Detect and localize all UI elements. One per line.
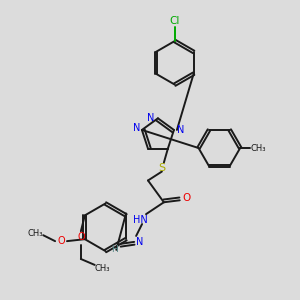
Text: N: N (133, 123, 141, 133)
Text: O: O (57, 236, 65, 246)
Text: H: H (111, 245, 118, 254)
Text: Cl: Cl (169, 16, 180, 26)
Text: O: O (77, 232, 85, 242)
Text: S: S (158, 163, 165, 172)
Text: CH₃: CH₃ (95, 264, 110, 273)
Text: CH₃: CH₃ (28, 229, 43, 238)
Text: HN: HN (133, 215, 148, 225)
Text: N: N (136, 237, 144, 247)
Text: CH₃: CH₃ (250, 143, 266, 152)
Text: N: N (177, 125, 184, 135)
Text: O: O (182, 193, 191, 203)
Text: N: N (147, 113, 155, 123)
